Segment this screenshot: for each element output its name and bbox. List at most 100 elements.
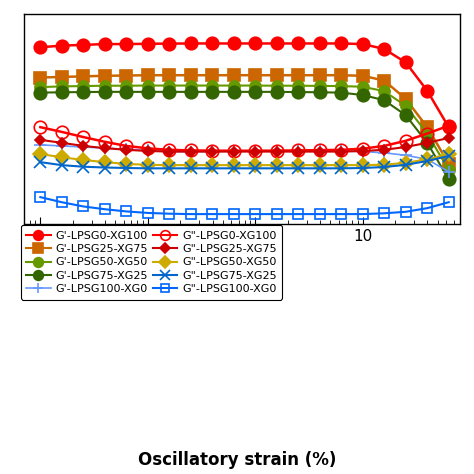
G"-LPSG50-XG50 — [188, 162, 193, 168]
G"-LPSG100-XG0 — [424, 205, 430, 211]
G"-LPSG100-XG0 — [360, 211, 365, 217]
G'-LPSG50-XG50 — [81, 83, 86, 89]
G'-LPSG75-XG25 — [188, 89, 193, 95]
Line: G"-LPSG25-XG75: G"-LPSG25-XG75 — [37, 135, 452, 155]
G"-LPSG25-XG75 — [295, 149, 301, 155]
G'-LPSG75-XG25 — [102, 89, 108, 95]
G'-LPSG50-XG50 — [231, 82, 237, 88]
G"-LPSG25-XG75 — [166, 149, 172, 155]
G'-LPSG100-XG0 — [424, 156, 430, 162]
G"-LPSG100-XG0 — [295, 211, 301, 217]
G"-LPSG100-XG0 — [446, 200, 452, 205]
G'-LPSG100-XG0 — [295, 148, 301, 154]
G'-LPSG0-XG100 — [102, 41, 108, 47]
G'-LPSG100-XG0 — [403, 153, 409, 158]
G'-LPSG50-XG50 — [446, 167, 452, 173]
G"-LPSG75-XG25 — [188, 165, 193, 171]
G"-LPSG0-XG100 — [360, 146, 365, 152]
G'-LPSG75-XG25 — [253, 89, 258, 95]
G'-LPSG0-XG100 — [317, 41, 323, 46]
G'-LPSG25-XG75 — [338, 73, 344, 78]
G"-LPSG100-XG0 — [381, 210, 387, 216]
G'-LPSG75-XG25 — [274, 89, 280, 95]
G"-LPSG50-XG50 — [102, 159, 108, 165]
G'-LPSG50-XG50 — [403, 103, 409, 109]
G"-LPSG100-XG0 — [145, 210, 151, 216]
G"-LPSG50-XG50 — [295, 162, 301, 168]
G"-LPSG25-XG75 — [360, 148, 365, 154]
G"-LPSG50-XG50 — [403, 160, 409, 166]
G'-LPSG50-XG50 — [210, 82, 215, 88]
G"-LPSG25-XG75 — [446, 135, 452, 141]
G'-LPSG100-XG0 — [360, 149, 365, 155]
G"-LPSG75-XG25 — [81, 164, 86, 170]
G'-LPSG0-XG100 — [253, 41, 258, 46]
G'-LPSG100-XG0 — [59, 143, 64, 149]
G'-LPSG0-XG100 — [123, 41, 129, 47]
G"-LPSG50-XG50 — [166, 162, 172, 168]
Line: G"-LPSG0-XG100: G"-LPSG0-XG100 — [34, 119, 455, 157]
G'-LPSG50-XG50 — [145, 82, 151, 88]
G'-LPSG75-XG25 — [403, 112, 409, 118]
Line: G"-LPSG75-XG25: G"-LPSG75-XG25 — [35, 150, 454, 174]
G"-LPSG75-XG25 — [274, 165, 280, 171]
G"-LPSG0-XG100 — [166, 147, 172, 153]
G"-LPSG0-XG100 — [210, 148, 215, 154]
G"-LPSG75-XG25 — [317, 165, 323, 171]
G"-LPSG25-XG75 — [231, 149, 237, 155]
Text: Oscillatory strain (%): Oscillatory strain (%) — [138, 451, 336, 469]
G"-LPSG100-XG0 — [231, 211, 237, 217]
G'-LPSG0-XG100 — [360, 41, 365, 47]
G'-LPSG75-XG25 — [210, 89, 215, 95]
G"-LPSG25-XG75 — [424, 140, 430, 146]
G"-LPSG100-XG0 — [403, 209, 409, 215]
G'-LPSG50-XG50 — [253, 82, 258, 88]
G"-LPSG75-XG25 — [338, 165, 344, 171]
G"-LPSG25-XG75 — [381, 147, 387, 153]
G"-LPSG50-XG50 — [338, 162, 344, 168]
G'-LPSG50-XG50 — [317, 83, 323, 89]
G"-LPSG25-XG75 — [188, 149, 193, 155]
G"-LPSG75-XG25 — [446, 153, 452, 159]
G'-LPSG50-XG50 — [424, 131, 430, 137]
G'-LPSG0-XG100 — [274, 41, 280, 46]
G"-LPSG75-XG25 — [37, 159, 43, 165]
G'-LPSG0-XG100 — [188, 41, 193, 46]
G"-LPSG50-XG50 — [231, 162, 237, 168]
G"-LPSG0-XG100 — [381, 143, 387, 149]
G"-LPSG25-XG75 — [123, 147, 129, 153]
G"-LPSG100-XG0 — [210, 211, 215, 217]
G"-LPSG25-XG75 — [145, 148, 151, 154]
G'-LPSG0-XG100 — [81, 42, 86, 48]
G"-LPSG0-XG100 — [295, 147, 301, 153]
G"-LPSG75-XG25 — [123, 165, 129, 171]
G'-LPSG25-XG75 — [360, 73, 365, 79]
G"-LPSG25-XG75 — [403, 144, 409, 150]
G'-LPSG100-XG0 — [81, 144, 86, 150]
G"-LPSG0-XG100 — [37, 124, 43, 130]
G'-LPSG75-XG25 — [317, 90, 323, 95]
G'-LPSG100-XG0 — [446, 169, 452, 174]
G'-LPSG25-XG75 — [188, 73, 193, 78]
G"-LPSG0-XG100 — [231, 148, 237, 154]
G'-LPSG0-XG100 — [37, 45, 43, 50]
G"-LPSG25-XG75 — [210, 149, 215, 155]
G"-LPSG100-XG0 — [338, 211, 344, 217]
G'-LPSG25-XG75 — [253, 73, 258, 78]
G'-LPSG50-XG50 — [102, 83, 108, 89]
Line: G'-LPSG75-XG25: G'-LPSG75-XG25 — [34, 86, 455, 185]
G'-LPSG0-XG100 — [424, 88, 430, 93]
G"-LPSG50-XG50 — [253, 162, 258, 168]
G'-LPSG100-XG0 — [231, 148, 237, 154]
G'-LPSG0-XG100 — [446, 124, 452, 130]
G"-LPSG0-XG100 — [253, 148, 258, 154]
G'-LPSG100-XG0 — [274, 148, 280, 154]
G"-LPSG75-XG25 — [210, 165, 215, 171]
G"-LPSG100-XG0 — [317, 211, 323, 217]
G'-LPSG50-XG50 — [188, 82, 193, 88]
G'-LPSG50-XG50 — [166, 82, 172, 88]
G"-LPSG25-XG75 — [102, 145, 108, 151]
G'-LPSG100-XG0 — [338, 148, 344, 154]
Line: G"-LPSG100-XG0: G"-LPSG100-XG0 — [36, 192, 454, 219]
G"-LPSG0-XG100 — [123, 143, 129, 149]
